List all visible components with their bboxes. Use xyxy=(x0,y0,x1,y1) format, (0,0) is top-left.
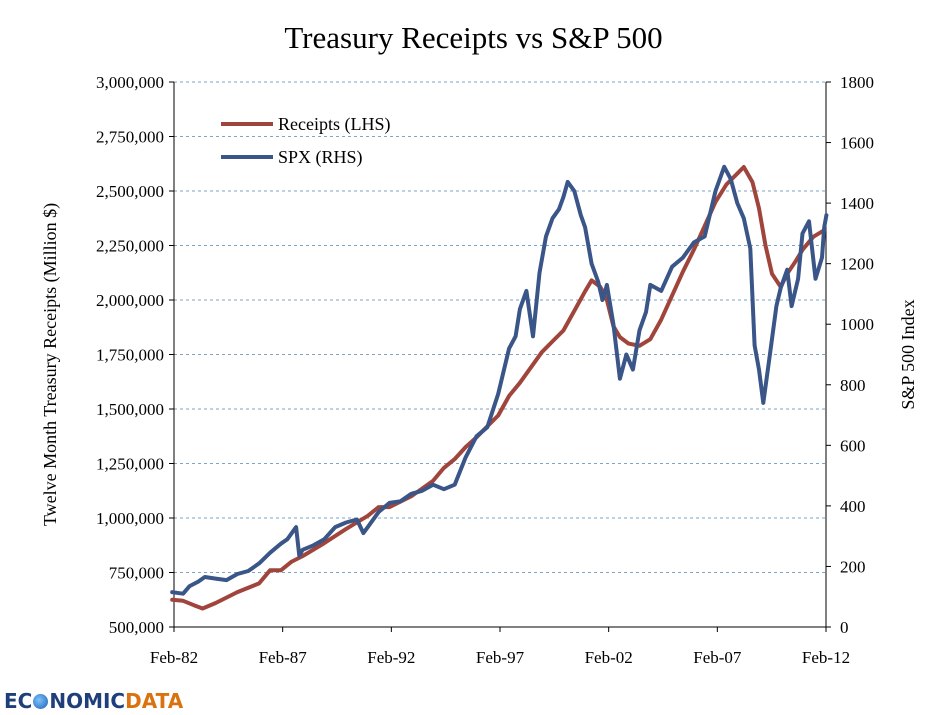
y2-tick-label: 1400 xyxy=(840,194,874,213)
y2-tick-label: 0 xyxy=(840,618,849,637)
y-tick-label: 1,250,000 xyxy=(96,455,164,474)
y-tick-label: 2,500,000 xyxy=(96,182,164,201)
y-axis-title: Twelve Month Treasury Receipts (Million … xyxy=(40,203,61,526)
y2-tick-label: 1000 xyxy=(840,315,874,334)
y2-tick-label: 600 xyxy=(840,436,866,455)
chart-title: Treasury Receipts vs S&P 500 xyxy=(284,20,663,55)
y-tick-label: 1,000,000 xyxy=(96,509,164,528)
y-tick-label: 1,500,000 xyxy=(96,400,164,419)
x-tick-label: Feb-12 xyxy=(802,648,850,667)
y2-tick-label: 1200 xyxy=(840,255,874,274)
globe-icon xyxy=(33,694,49,709)
y-tick-label: 2,750,000 xyxy=(96,128,164,147)
axes: 500,000 750,000 1,000,000 1,250,000 1,500,00… xyxy=(40,73,918,667)
y-tick-label: 2,250,000 xyxy=(96,237,164,256)
y2-tick-label: 200 xyxy=(840,557,866,576)
y-tick-label: 500,000 xyxy=(109,618,164,637)
series-lines xyxy=(170,164,829,611)
x-tick-label: Feb-97 xyxy=(476,648,525,667)
y-tick-label: 750,000 xyxy=(109,564,164,583)
y-tick-label: 2,000,000 xyxy=(96,291,164,310)
y2-tick-label: 400 xyxy=(840,497,866,516)
x-tick-label: Feb-07 xyxy=(693,648,742,667)
x-tick-label: Feb-02 xyxy=(585,648,633,667)
y2-tick-label: 1600 xyxy=(840,134,874,153)
legend-label: Receipts (LHS) xyxy=(278,114,390,135)
y2-tick-label: 1800 xyxy=(840,73,874,92)
series-line-spx xyxy=(170,164,829,596)
y2-axis-title: S&P 500 Index xyxy=(898,299,918,409)
y-tick-label: 1,750,000 xyxy=(96,346,164,365)
y2-tick-label: 800 xyxy=(840,376,866,395)
x-tick-label: Feb-87 xyxy=(259,648,308,667)
x-tick-label: Feb-82 xyxy=(150,648,198,667)
economicdata-watermark: EC NOMICDATA xyxy=(4,689,184,713)
x-tick-label: Feb-92 xyxy=(367,648,415,667)
y-tick-label: 3,000,000 xyxy=(96,73,164,92)
legend-label: SPX (RHS) xyxy=(278,147,363,168)
legend: Receipts (LHS) SPX (RHS) xyxy=(221,114,390,168)
